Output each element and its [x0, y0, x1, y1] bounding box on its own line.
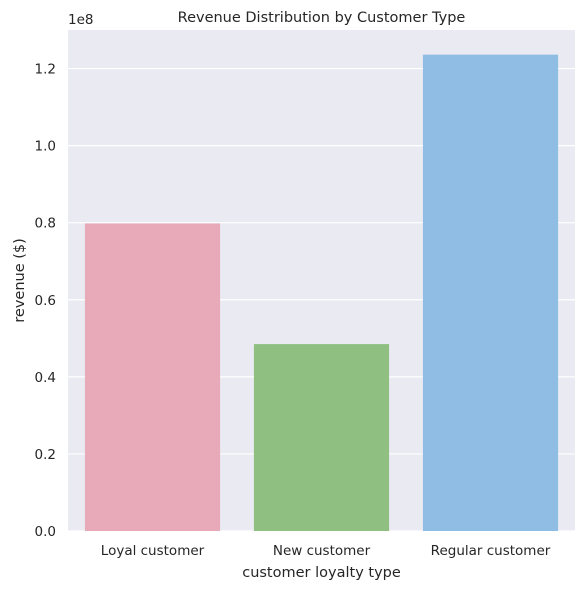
bars	[84, 54, 559, 532]
y-tick-label: 0.6	[35, 293, 56, 309]
x-tick-label: New customer	[273, 543, 371, 559]
x-axis-label: customer loyalty type	[242, 565, 401, 581]
y-tick-label: 0.4	[35, 370, 56, 386]
x-tick-label: Loyal customer	[101, 543, 205, 559]
y-tick-label: 1.2	[35, 62, 56, 78]
y-tick-label: 1.0	[35, 139, 56, 155]
y-axis-label: revenue ($)	[12, 238, 28, 323]
x-tick-labels: Loyal customer New customer Regular custom…	[101, 543, 551, 559]
y-axis-offset-label: 1e8	[68, 12, 93, 28]
bar-regular-customer	[422, 54, 559, 532]
x-tick-label: Regular customer	[431, 543, 551, 559]
bar-loyal-customer	[84, 223, 221, 531]
bar-new-customer	[253, 344, 390, 531]
y-tick-labels: 0.0 0.2 0.4 0.6 0.8 1.0 1.2	[35, 62, 56, 540]
y-tick-label: 0.0	[35, 524, 56, 540]
chart-title: Revenue Distribution by Customer Type	[178, 10, 466, 26]
y-tick-label: 0.8	[35, 216, 56, 232]
y-tick-label: 0.2	[35, 447, 56, 463]
